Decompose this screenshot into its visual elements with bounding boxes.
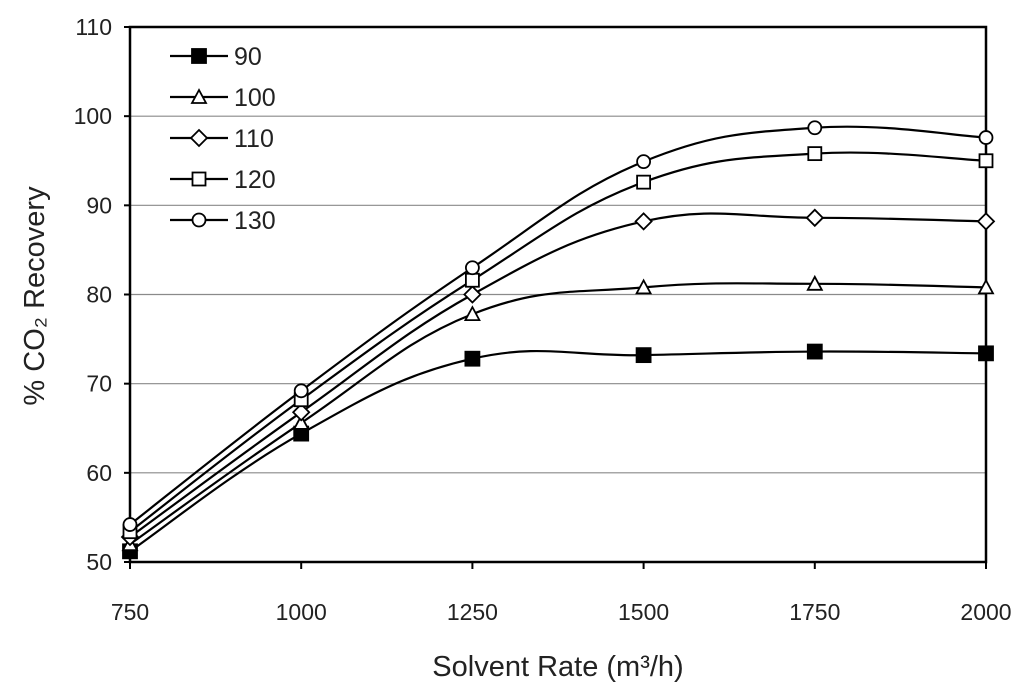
data-point-130 [122,517,138,532]
data-point-130 [978,130,994,145]
series-90 [122,343,994,560]
series-line-90 [129,349,987,553]
legend-marker-120 [191,171,207,187]
x-tick-label: 1500 [618,599,669,625]
data-point-110 [634,212,653,231]
x-tick-label: 2000 [960,599,1011,625]
data-point-130 [636,154,651,170]
data-point-100 [806,274,824,291]
data-point-90 [464,350,481,367]
axes: 50 60 70 80 90 100 110 750 1000 1250 1500 1750 2000 [74,14,1012,625]
series-110 [120,208,996,547]
data-point-130 [293,383,309,399]
legend-marker-90 [191,48,207,64]
data-point-100 [292,414,310,430]
series-130 [122,120,994,532]
x-tick-label: 1750 [789,599,840,625]
y-tick-label: 50 [86,549,112,575]
data-point-110 [805,208,825,228]
legend-marker-130 [191,212,207,228]
data-point-130 [464,260,480,276]
y-tick-label: 110 [75,14,112,40]
legend-item-110: 110 [170,125,274,153]
legend-item-120: 120 [170,166,276,194]
series-line-110 [129,212,987,538]
legend-label-90: 90 [234,43,262,71]
legend-marker-110 [189,128,209,148]
x-axis-label: Solvent Rate (m³/h) [432,651,683,683]
y-tick-label: 80 [86,282,112,308]
data-point-120 [978,153,994,169]
y-tick-label: 100 [74,103,112,129]
legend-item-90: 90 [170,43,262,71]
grid-lines [130,115,986,474]
legend: 90 100 110 120 130 [170,43,276,235]
data-point-100 [463,305,481,322]
data-point-120 [807,146,823,162]
data-point-90 [635,347,652,364]
data-point-120 [464,272,480,288]
data-point-110 [976,212,996,231]
legend-item-130: 130 [170,207,276,235]
data-point-90 [806,343,823,360]
legend-label-120: 120 [234,166,276,194]
series-line-100 [129,282,987,546]
data-point-90 [978,345,994,362]
data-point-120 [636,174,651,190]
series-line-130 [129,125,987,526]
x-tick-label: 1000 [276,599,327,625]
x-tick-label: 750 [111,599,149,625]
legend-label-130: 130 [234,207,276,235]
data-point-100 [977,278,995,295]
series-line-120 [129,151,987,533]
data-point-110 [463,285,482,304]
data-point-130 [807,120,823,136]
series-100 [121,274,995,552]
x-tick-label: 1250 [447,599,498,625]
legend-label-110: 110 [234,125,274,153]
data-point-100 [635,278,653,295]
y-tick-label: 70 [86,371,112,397]
data-point-110 [291,402,311,422]
series-group [120,120,996,560]
legend-label-100: 100 [234,84,276,112]
legend-marker-100 [190,88,208,104]
y-tick-label: 60 [86,460,112,486]
y-axis-label: % CO₂ Recovery [19,186,51,406]
legend-item-100: 100 [170,84,276,112]
y-tick-label: 90 [86,192,112,218]
